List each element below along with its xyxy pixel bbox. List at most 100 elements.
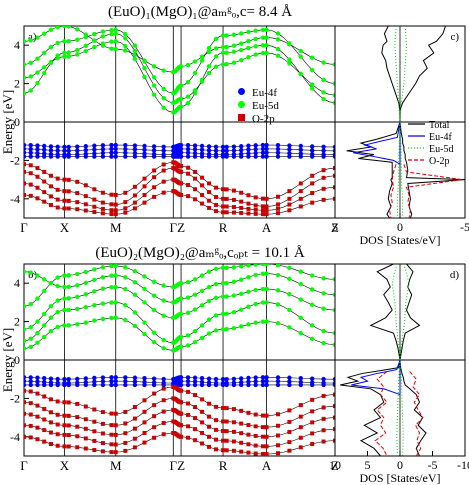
band-marker-eu-5d [109, 300, 114, 305]
band-marker-eu-5d [100, 43, 106, 48]
band-marker-o2p [207, 434, 212, 439]
band-marker-eu-5d [231, 49, 237, 54]
band-marker-o2p [24, 181, 26, 186]
band-marker-o2p [66, 413, 71, 418]
band-marker-o2p [275, 443, 280, 448]
band-marker-o2p [42, 169, 47, 174]
band-marker-o2p [275, 412, 280, 417]
band-marker-eu-5d [246, 29, 251, 35]
band-marker-eu-4f [48, 148, 54, 153]
band-marker-o2p [186, 165, 191, 170]
kpoint-label: Γ [170, 458, 178, 473]
band-marker-o2p [24, 192, 26, 197]
band-marker-eu-5d [309, 82, 315, 87]
band-marker-o2p [333, 404, 335, 409]
band-marker-o2p [100, 206, 105, 211]
band-marker-eu-5d [48, 60, 54, 66]
band-marker-eu-5d [178, 96, 184, 102]
band-marker-o2p [113, 202, 118, 207]
band-marker-eu-4f [42, 382, 47, 388]
band-marker-eu-5d [213, 313, 219, 318]
band-marker-eu-4f [185, 154, 191, 159]
band-marker-eu-5d [178, 334, 184, 340]
band-marker-eu-5d [132, 323, 138, 329]
band-marker-o2p [62, 413, 67, 418]
band-marker-eu-4f [83, 144, 89, 149]
band-marker-o2p [275, 423, 280, 428]
kpoint-label: M [110, 220, 122, 235]
band-marker-eu-5d [151, 83, 157, 88]
band-marker-eu-5d [321, 77, 326, 83]
band-marker-eu-4f [24, 154, 27, 159]
band-marker-eu-4f [123, 146, 128, 152]
band-marker-eu-4f [321, 376, 326, 382]
band-marker-o2p [113, 423, 118, 428]
band-marker-eu-5d [28, 270, 33, 275]
band-marker-eu-4f [253, 146, 258, 152]
band-marker-eu-5d [213, 46, 219, 51]
band-marker-eu-4f [42, 147, 47, 153]
band-marker-eu-5d [238, 41, 244, 46]
band-marker-eu-4f [28, 379, 33, 384]
band-marker-eu-4f [224, 144, 229, 150]
band-marker-eu-5d [75, 306, 80, 312]
band-marker-eu-5d [332, 92, 335, 98]
band-marker-eu-5d [287, 42, 292, 47]
band-marker-eu-4f [92, 379, 97, 385]
band-marker-o2p [42, 179, 47, 184]
band-marker-o2p [35, 166, 40, 171]
band-marker-eu-4f [213, 376, 219, 382]
band-marker-o2p [239, 199, 244, 204]
band-marker-eu-5d [264, 319, 269, 324]
band-marker-o2p [109, 423, 114, 428]
band-marker-eu-5d [75, 37, 80, 42]
band-marker-o2p [186, 412, 191, 417]
band-marker-eu-4f [161, 382, 166, 388]
band-marker-o2p [152, 403, 157, 408]
band-marker-o2p [75, 401, 80, 406]
band-marker-o2p [231, 205, 236, 210]
band-marker-eu-4f [192, 151, 198, 156]
band-marker-o2p [193, 438, 198, 443]
band-marker-eu-5d [123, 302, 128, 308]
band-marker-o2p [62, 444, 67, 449]
band-marker-o2p [221, 204, 226, 209]
band-marker-o2p [28, 435, 33, 440]
band-marker-o2p [161, 190, 166, 195]
band-marker-eu-5d [185, 279, 191, 285]
band-marker-eu-5d [35, 56, 40, 61]
band-marker-eu-4f [28, 146, 33, 152]
top-title: (EuO)₁(MgO)₁@aₘᵍₒ,c= 8.4 Å [108, 4, 292, 20]
band-marker-eu-4f [253, 150, 258, 156]
band-marker-eu-5d [66, 38, 71, 44]
band-marker-eu-5d [246, 274, 251, 280]
band-marker-o2p [214, 202, 219, 207]
band-marker-o2p [214, 418, 219, 423]
band-marker-eu-5d [24, 75, 27, 81]
band-marker-o2p [224, 448, 229, 453]
band-marker-eu-5d [206, 49, 212, 55]
band-marker-o2p [92, 197, 97, 202]
band-marker-eu-5d [185, 100, 191, 106]
band-marker-eu-4f [92, 147, 97, 152]
band-marker-eu-4f [238, 382, 244, 388]
band-marker-eu-5d [66, 323, 71, 328]
band-marker-eu-5d [260, 319, 266, 324]
band-marker-o2p [161, 162, 166, 167]
band-marker-eu-5d [199, 54, 205, 59]
band-marker-o2p [142, 192, 147, 197]
band-marker-eu-4f [178, 382, 184, 388]
band-marker-eu-4f [332, 154, 335, 159]
band-marker-eu-5d [260, 43, 266, 48]
band-marker-o2p [142, 430, 147, 435]
band-marker-eu-4f [123, 379, 128, 384]
band-marker-eu-5d [100, 286, 106, 291]
band-marker-o2p [224, 429, 229, 434]
band-marker-eu-5d [238, 324, 244, 329]
band-marker-eu-4f [24, 142, 27, 148]
dos-series-group [346, 26, 465, 218]
band-marker-eu-4f [132, 375, 138, 380]
band-marker-o2p [42, 439, 47, 444]
band-marker-eu-5d [287, 57, 292, 62]
band-marker-eu-4f [220, 377, 226, 382]
